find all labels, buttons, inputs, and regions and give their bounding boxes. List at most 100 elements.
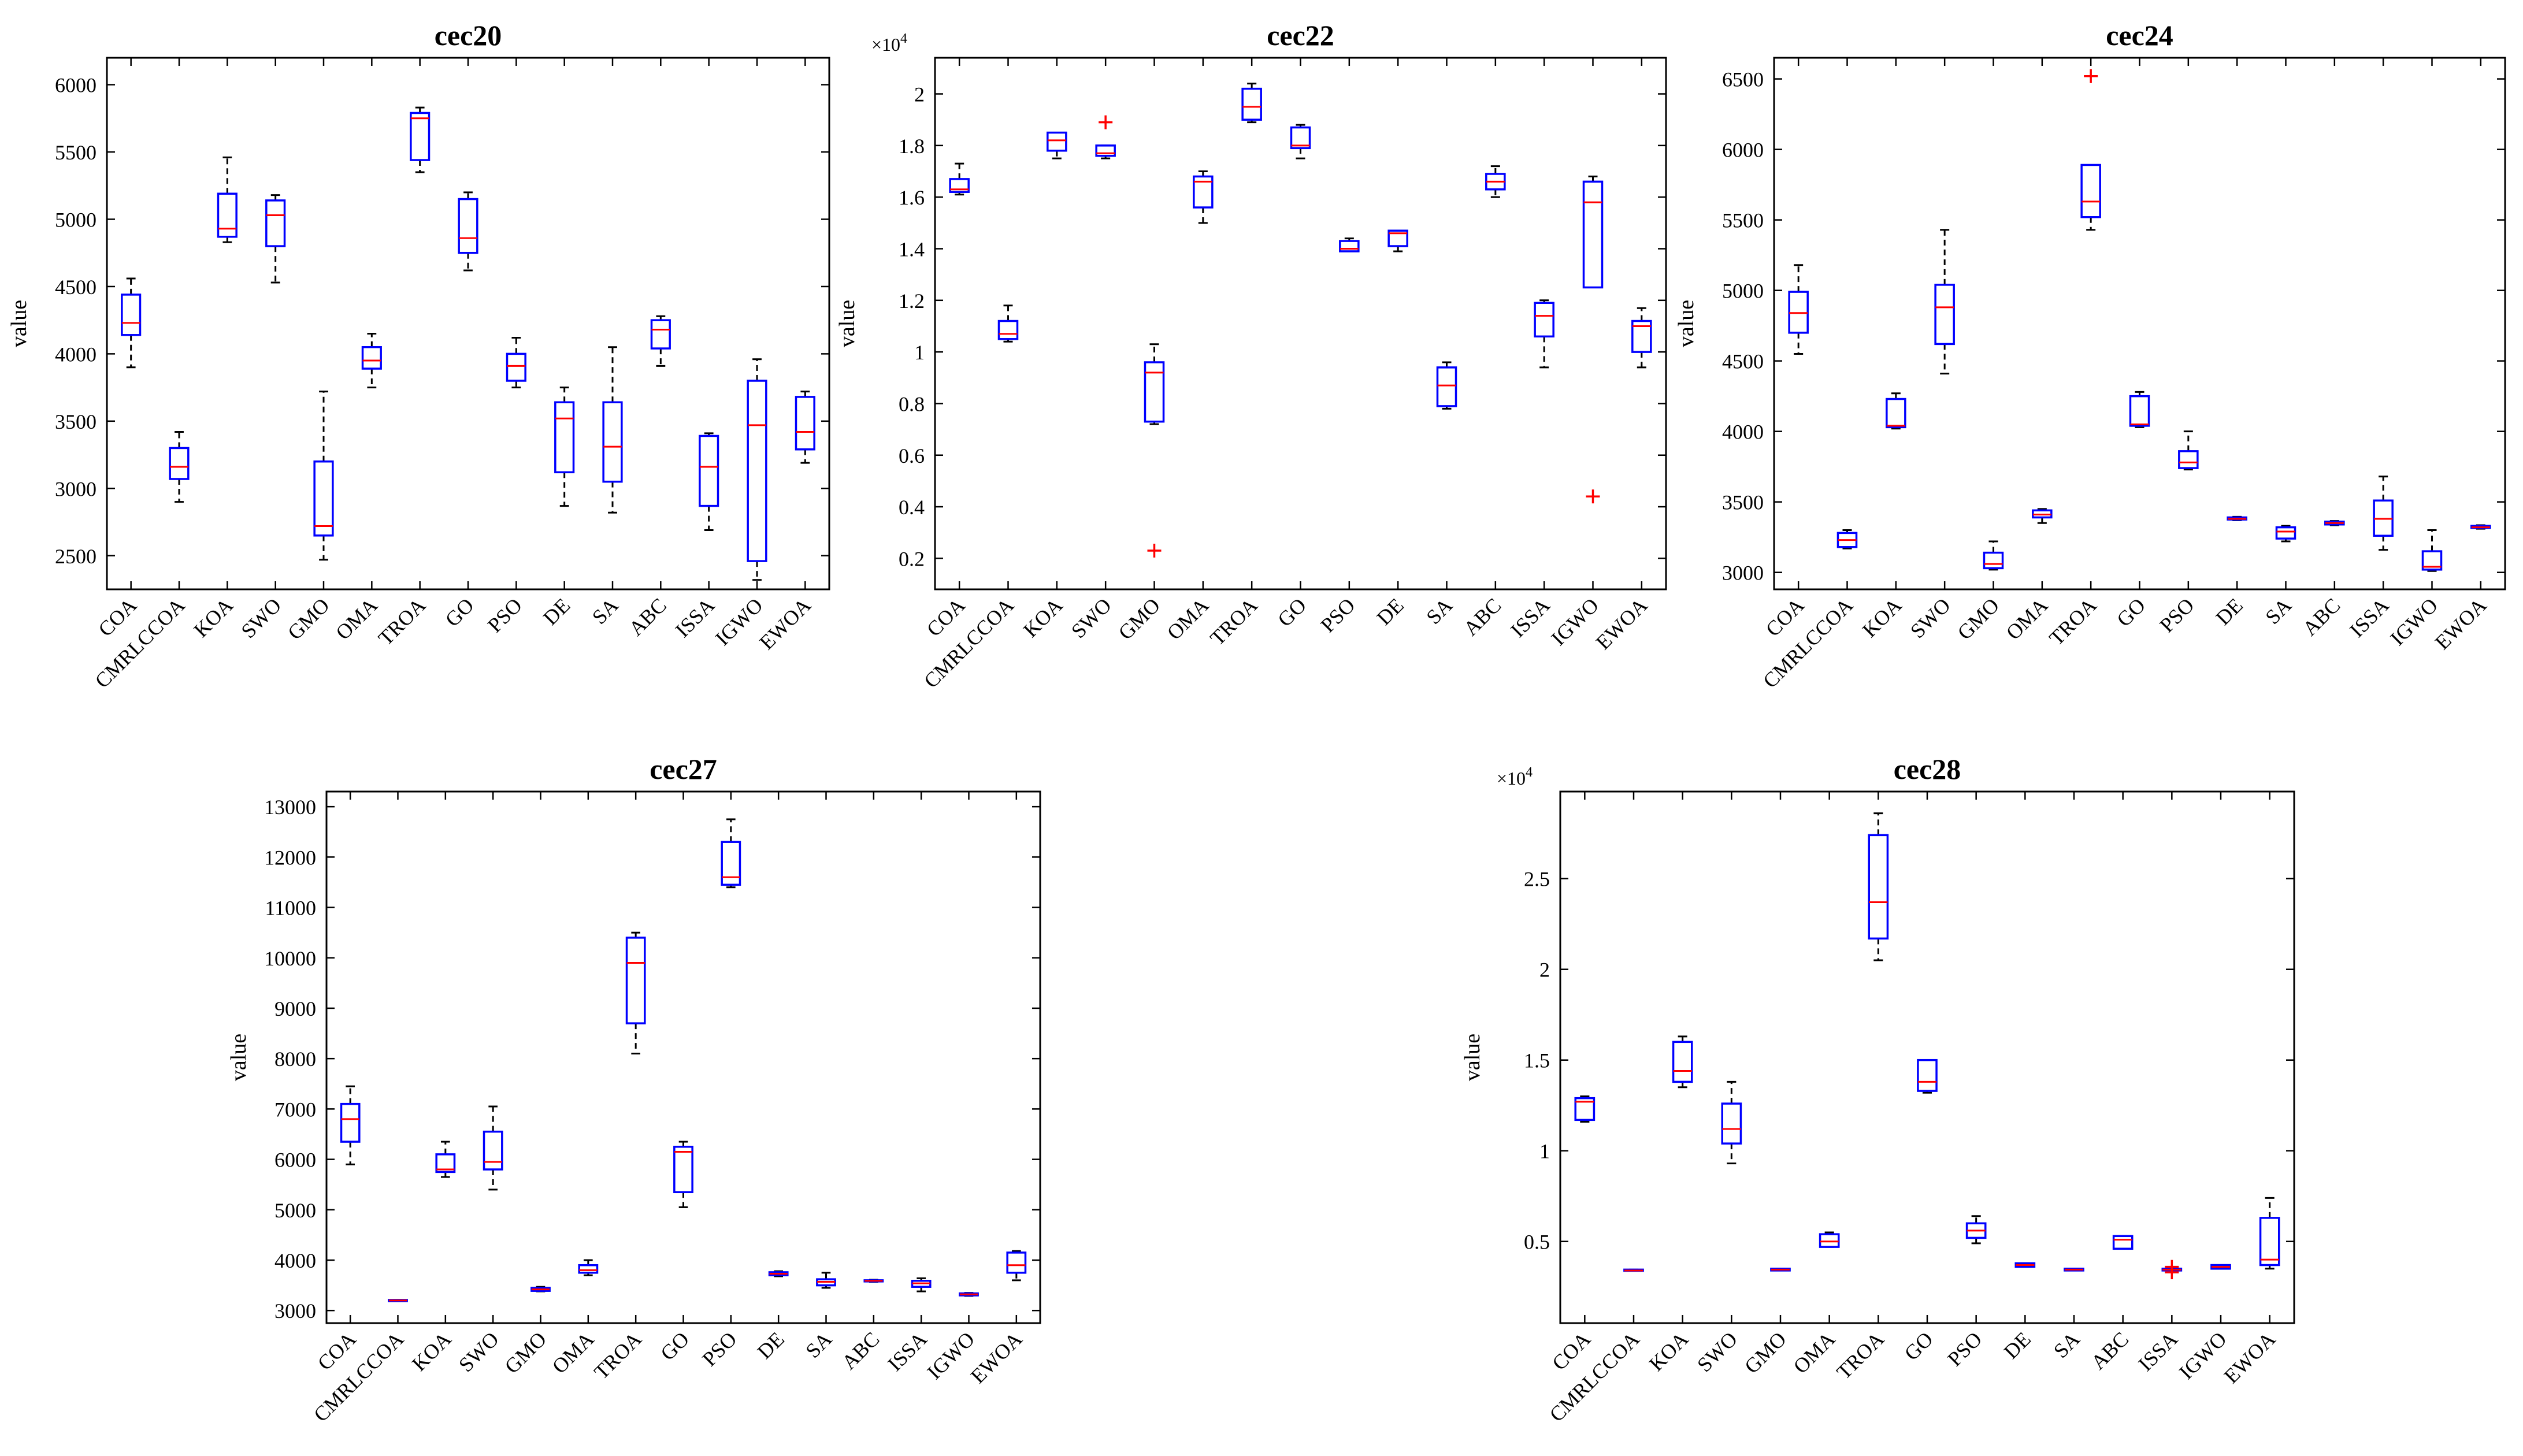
x-tick-label: SWO [1067, 593, 1116, 642]
y-axis-label: value [835, 300, 859, 347]
box-GMO [1770, 1268, 1791, 1272]
box-KOA [1886, 392, 1906, 430]
box-iqr [121, 294, 142, 336]
y-tick-label: 8000 [274, 1048, 316, 1071]
x-tick-label: ABC [624, 593, 671, 640]
y-tick-label: 0.8 [899, 392, 925, 415]
chart-title: cec27 [650, 753, 717, 785]
box-iqr [1436, 366, 1457, 407]
box-iqr [1339, 240, 1360, 252]
box-OMA [578, 1259, 599, 1276]
box-EWOA [1631, 307, 1652, 369]
box-ABC [1485, 165, 1506, 198]
box-iqr [721, 841, 741, 886]
box-GO [673, 1141, 693, 1208]
x-tick-label: OMA [331, 593, 382, 644]
box-TROA [625, 931, 646, 1054]
box-iqr [650, 319, 671, 350]
box-iqr [1241, 87, 1262, 121]
box-iqr [217, 192, 238, 238]
box-PSO [1965, 1215, 1987, 1245]
y-tick-label: 4000 [274, 1249, 316, 1272]
y-axis-label: value [1460, 1034, 1485, 1081]
box-iqr [1193, 175, 1214, 209]
box-TROA [2080, 69, 2101, 231]
outlier-marker [2084, 69, 2098, 83]
x-tick-label: GO [656, 1327, 693, 1365]
plot-frame [1559, 790, 2295, 1324]
y-tick-label: 11000 [265, 897, 316, 920]
x-tick-label: SA [2261, 593, 2296, 629]
box-iqr [1819, 1233, 1840, 1248]
box-iqr [2178, 450, 2199, 469]
box-GO [1917, 1058, 1938, 1094]
x-tick-label: SA [588, 593, 623, 629]
box-IGWO [959, 1292, 979, 1297]
box-iqr [265, 199, 286, 247]
box-EWOA [795, 391, 815, 464]
x-tick-label: OMA [2002, 593, 2053, 644]
x-tick-label: ABC [837, 1327, 884, 1374]
y-tick-label: 2 [914, 83, 925, 106]
y-tick-label: 5000 [274, 1199, 316, 1222]
box-OMA [361, 332, 382, 389]
box-ABC [2112, 1235, 2134, 1250]
box-iqr [1006, 1251, 1027, 1274]
box-iqr [1672, 1041, 1693, 1083]
y-tick-label: 4500 [55, 276, 97, 299]
x-tick-label: SA [2049, 1327, 2084, 1362]
x-tick-label: SA [1422, 593, 1457, 629]
box-iqr [1387, 229, 1408, 247]
box-iqr [2421, 550, 2443, 571]
y-tick-label: 3500 [55, 410, 97, 433]
y-tick-label: 1 [914, 341, 925, 364]
box-iqr [1582, 180, 1604, 289]
axis-exponent-label: ×104 [871, 31, 907, 55]
y-tick-label: 1.2 [899, 289, 925, 313]
y-tick-label: 5000 [55, 208, 97, 231]
box-KOA [217, 156, 238, 243]
box-iqr [435, 1153, 456, 1173]
box-iqr [673, 1146, 693, 1194]
box-iqr [1934, 284, 1955, 346]
box-KOA [1672, 1035, 1693, 1089]
box-ABC [863, 1279, 884, 1283]
y-tick-label: 6500 [1722, 68, 1764, 91]
box-PSO [506, 336, 526, 389]
y-tick-label: 6000 [274, 1149, 316, 1172]
box-GMO [313, 391, 334, 561]
y-tick-label: 7000 [274, 1098, 316, 1121]
x-tick-label: EWOA [755, 593, 815, 654]
x-tick-label: GO [1900, 1327, 1938, 1365]
outlier-marker [2165, 1260, 2179, 1274]
box-iqr [361, 346, 382, 370]
chart-title: cec28 [1894, 753, 1961, 785]
box-iqr [2129, 395, 2150, 427]
x-tick-label: GO [2112, 593, 2150, 631]
box-GMO [1144, 343, 1165, 558]
box-DE [768, 1270, 789, 1277]
box-iqr [949, 178, 970, 193]
x-tick-label: EWOA [966, 1327, 1027, 1388]
box-iqr [602, 401, 623, 483]
box-iqr [795, 396, 815, 451]
box-COA [1574, 1095, 1596, 1123]
box-iqr [313, 460, 334, 537]
box-SWO [1095, 115, 1116, 159]
x-tick-label: KOA [190, 593, 238, 641]
x-tick-label: KOA [1645, 1327, 1693, 1375]
x-tick-label: ABC [2087, 1327, 2134, 1374]
x-tick-label: GMO [283, 593, 334, 644]
x-tick-label: KOA [407, 1327, 455, 1375]
y-tick-label: 1.6 [899, 186, 925, 209]
chart-title: cec24 [2106, 19, 2173, 51]
x-tick-label: SWO [236, 593, 285, 642]
axis-exponent-label: ×104 [1497, 765, 1533, 789]
x-tick-label: CMRLCCOA [919, 593, 1018, 692]
x-tick-label: SA [801, 1327, 836, 1362]
x-tick-label: OMA [548, 1327, 599, 1378]
box-iqr [699, 434, 719, 507]
box-iqr [410, 112, 431, 161]
box-iqr [1631, 320, 1652, 353]
